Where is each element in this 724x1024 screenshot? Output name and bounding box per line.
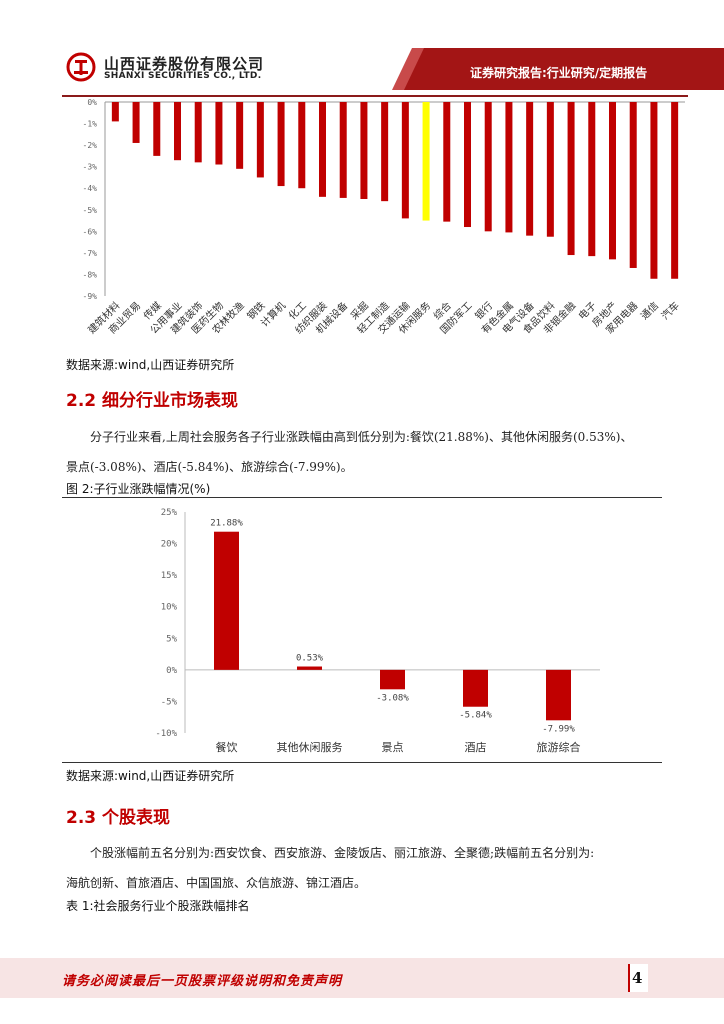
chart1-y-tick: -2% bbox=[83, 141, 98, 150]
chart2-x-label: 餐饮 bbox=[216, 740, 238, 754]
chart1-bar bbox=[215, 102, 223, 165]
chart2-source: 数据来源:wind,山西证券研究所 bbox=[66, 769, 235, 783]
industry-change-chart: 0%-1%-2%-3%-4%-5%-6%-7%-8%-9%建筑材料商业贸易传媒公… bbox=[83, 98, 685, 336]
company-logo-icon bbox=[66, 52, 96, 82]
chart1-bar bbox=[339, 102, 347, 198]
chart1-bar bbox=[505, 102, 513, 233]
chart2-data-label: 21.88% bbox=[210, 519, 243, 529]
chart2-y-tick: 10% bbox=[161, 603, 178, 613]
chart1-bar bbox=[484, 102, 492, 232]
chart1-y-tick: -7% bbox=[83, 249, 98, 258]
chart1-y-tick: 0% bbox=[87, 98, 97, 107]
chart2-x-label: 旅游综合 bbox=[537, 740, 581, 754]
chart2-y-tick: 20% bbox=[161, 540, 178, 550]
section-2-3-paragraph: 个股涨幅前五名分别为:西安饮食、西安旅游、金陵饭店、丽江旅游、全聚德;跌幅前五名… bbox=[66, 838, 666, 898]
chart1-bar bbox=[381, 102, 389, 202]
chart2-data-label: 0.53% bbox=[296, 654, 324, 664]
section-2-3-line-2: 海航创新、首旅酒店、中国国旅、众信旅游、锦江酒店。 bbox=[66, 876, 367, 890]
chart1-bar bbox=[256, 102, 264, 178]
chart2-bar bbox=[463, 669, 488, 707]
header-banner bbox=[392, 48, 724, 90]
footer-disclaimer: 请务必阅读最后一页股票评级说明和免责声明 bbox=[62, 974, 343, 989]
chart2-y-tick: 15% bbox=[161, 571, 178, 581]
chart2-x-label: 酒店 bbox=[465, 740, 487, 754]
chart1-y-tick: -5% bbox=[83, 206, 98, 215]
section-2-3-line-1: 个股涨幅前五名分别为:西安饮食、西安旅游、金陵饭店、丽江旅游、全聚德;跌幅前五名… bbox=[90, 846, 595, 860]
chart1-bar bbox=[567, 102, 575, 256]
chart1-bar bbox=[277, 102, 285, 187]
chart1-y-tick: -9% bbox=[83, 292, 98, 301]
header-rule bbox=[62, 95, 688, 97]
section-2-2-paragraph: 分子行业来看,上周社会服务各子行业涨跌幅由高到低分别为:餐饮(21.88%)、其… bbox=[66, 422, 666, 482]
chart1-bar bbox=[650, 102, 658, 279]
chart1-y-tick: -4% bbox=[83, 184, 98, 193]
chart1-bar bbox=[319, 102, 326, 197]
chart1-bar bbox=[298, 102, 306, 189]
chart2-bar bbox=[214, 531, 239, 670]
company-name-cn: 山西证券股份有限公司 bbox=[104, 55, 265, 73]
chart1-bar bbox=[443, 102, 451, 222]
chart1-bar bbox=[236, 102, 244, 169]
chart2-y-tick: -5% bbox=[161, 697, 178, 707]
section-2-2-title: 2.2 细分行业市场表现 bbox=[66, 391, 239, 411]
table-1-caption: 表 1:社会服务行业个股涨跌幅排名 bbox=[66, 899, 250, 913]
section-2-2-line-2: 景点(-3.08%)、酒店(-5.84%)、旅游综合(-7.99%)。 bbox=[66, 460, 353, 474]
section-2-2-line-1: 分子行业来看,上周社会服务各子行业涨跌幅由高到低分别为:餐饮(21.88%)、其… bbox=[90, 430, 633, 444]
chart2-y-tick: 25% bbox=[161, 508, 178, 518]
chart1-bar bbox=[153, 102, 161, 156]
chart1-bar bbox=[464, 102, 471, 228]
chart1-y-tick: -3% bbox=[83, 163, 98, 172]
chart1-bar bbox=[422, 102, 430, 221]
chart1-bar bbox=[671, 102, 679, 279]
chart2-x-label: 其他休闲服务 bbox=[277, 740, 343, 754]
chart1-bar bbox=[111, 102, 119, 122]
chart2-bar bbox=[546, 669, 571, 721]
chart1-bar bbox=[588, 102, 596, 257]
chart2-data-label: -7.99% bbox=[542, 724, 575, 734]
chart2-bar bbox=[380, 669, 405, 690]
chart2-x-label: 景点 bbox=[382, 741, 404, 754]
chart1-bar bbox=[401, 102, 409, 219]
page-number: 4 bbox=[632, 969, 643, 987]
chart2-bar bbox=[297, 666, 322, 670]
page-number-box bbox=[628, 964, 648, 992]
chart1-source: 数据来源:wind,山西证券研究所 bbox=[66, 358, 235, 372]
report-type: 证券研究报告:行业研究/定期报告 bbox=[470, 66, 648, 80]
sub-industry-chart: 25% 20% 15% 10% 5% 0% -5% -10% 21.88% 餐饮 0.53% 其他休闲… bbox=[155, 508, 600, 754]
chart1-y-tick: -1% bbox=[83, 120, 98, 129]
chart1-bar bbox=[609, 102, 616, 260]
chart1-y-tick: -6% bbox=[83, 227, 98, 236]
chart2-y-tick: 5% bbox=[166, 634, 177, 644]
chart1-bar bbox=[526, 102, 534, 236]
chart2-data-label: -5.84% bbox=[459, 711, 492, 721]
chart1-bar bbox=[174, 102, 181, 161]
chart2-y-tick: -10% bbox=[155, 729, 177, 739]
chart1-bar bbox=[132, 102, 140, 143]
figure-2-rule bbox=[62, 497, 662, 498]
chart1-bar bbox=[546, 102, 554, 237]
chart2-y-tick: 0% bbox=[166, 666, 177, 676]
figure-2-caption: 图 2:子行业涨跌幅情况(%) bbox=[66, 482, 211, 496]
chart1-y-tick: -8% bbox=[83, 270, 98, 279]
chart1-bar bbox=[194, 102, 202, 163]
chart1-bar bbox=[360, 102, 368, 199]
chart2-data-label: -3.08% bbox=[376, 693, 409, 703]
company-name-en: SHANXI SECURITIES CO., LTD. bbox=[104, 71, 262, 81]
figure-2-bottom-rule bbox=[62, 762, 662, 763]
footer-band bbox=[0, 958, 724, 998]
chart1-bar bbox=[629, 102, 637, 268]
section-2-3-title: 2.3 个股表现 bbox=[66, 808, 171, 828]
